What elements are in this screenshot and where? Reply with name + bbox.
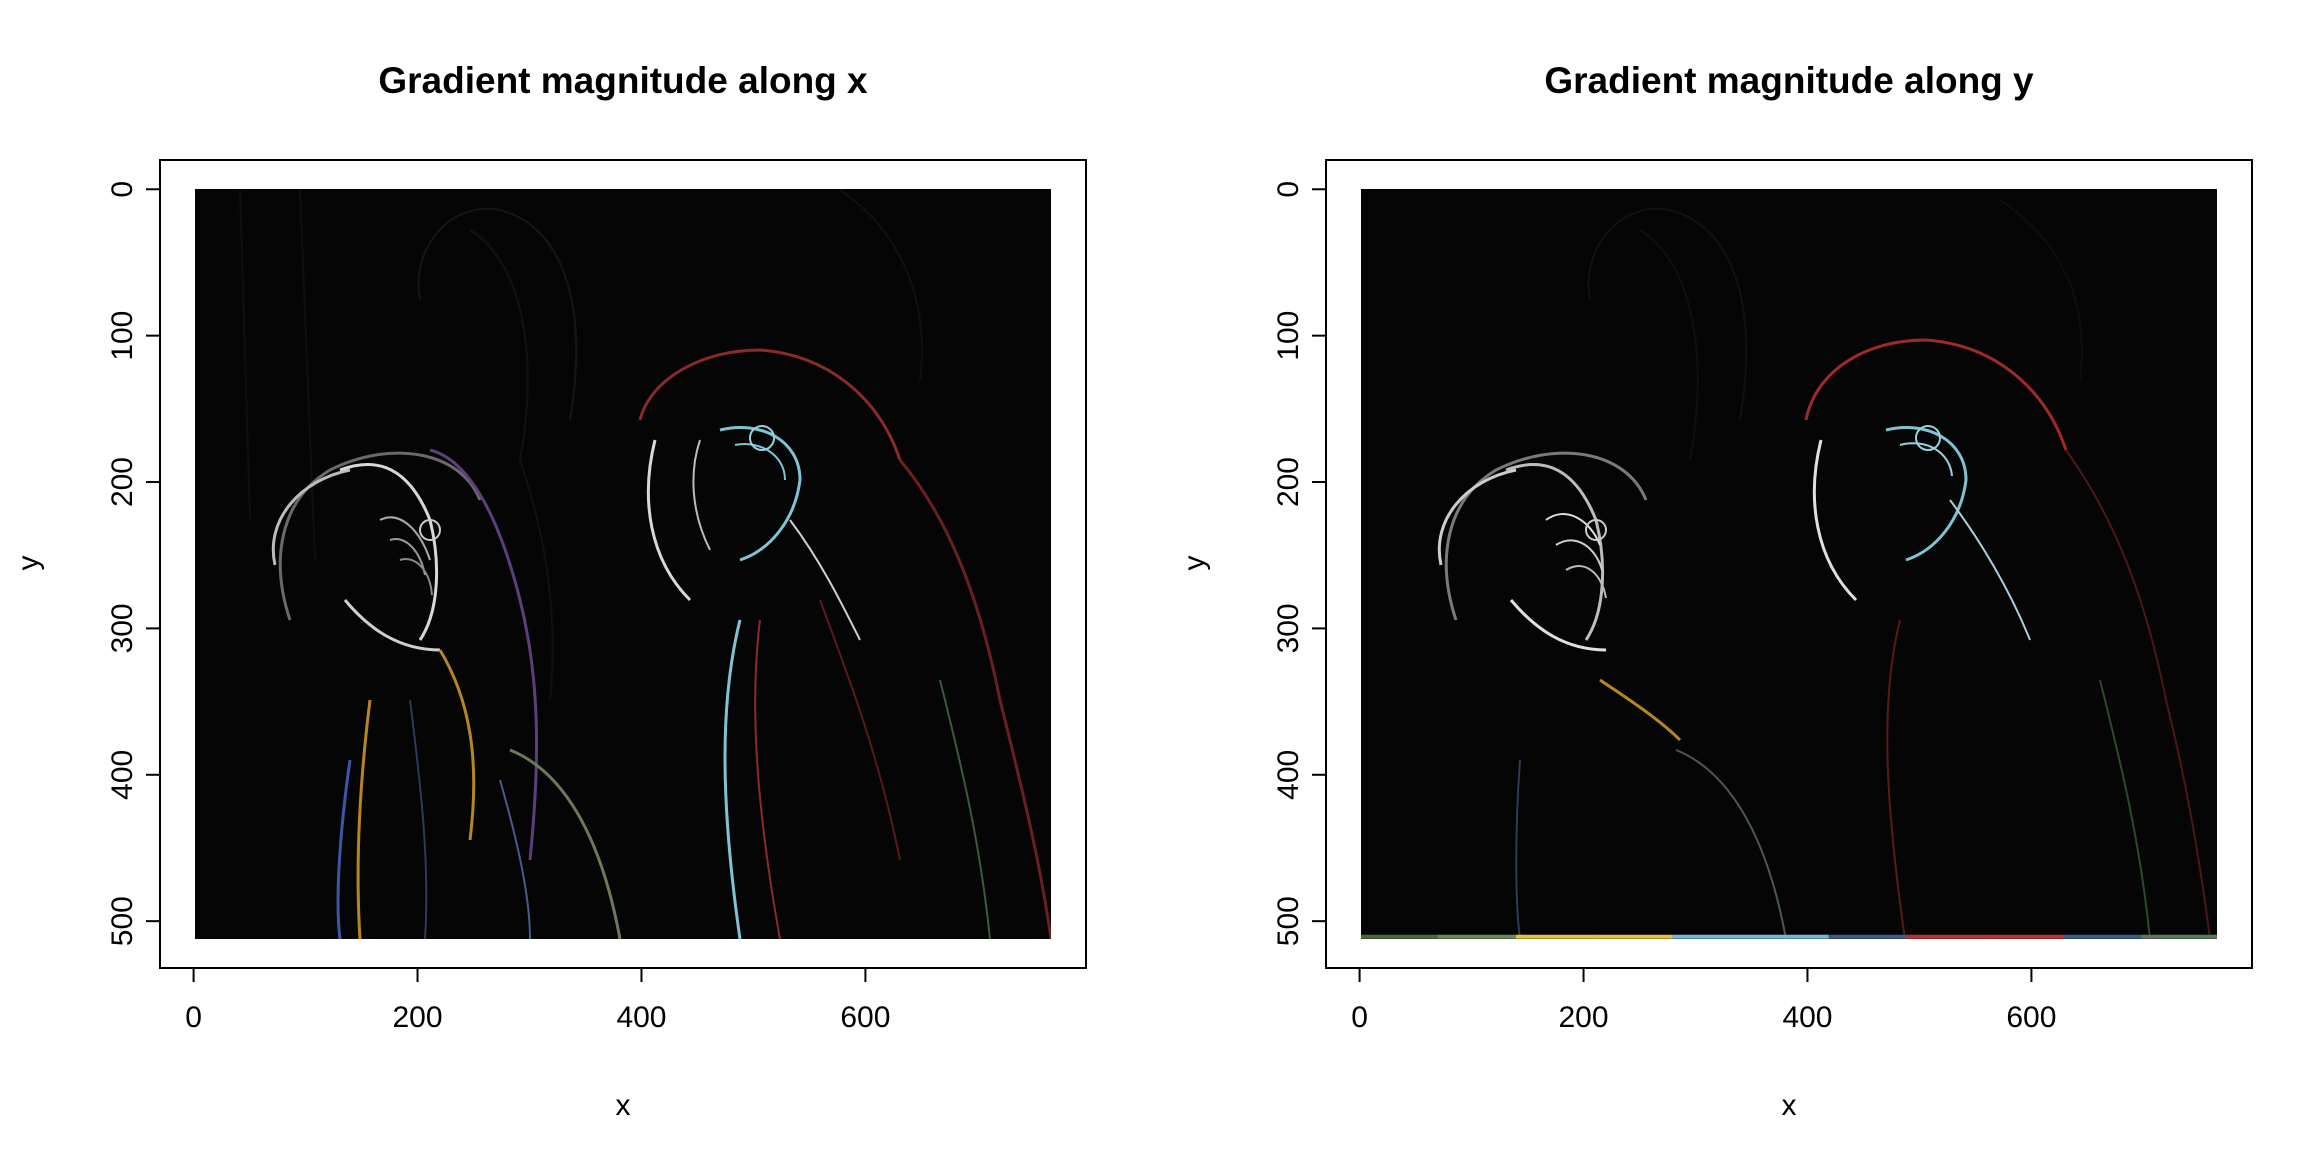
bottom-edge-segment <box>1594 934 1673 939</box>
right-parrot <box>1804 338 2211 939</box>
right-parrot <box>638 348 1051 939</box>
y-tick-label: 300 <box>106 603 139 653</box>
image-background <box>195 189 1051 939</box>
image-background <box>1361 189 2217 939</box>
y-tick-label: 200 <box>106 457 139 507</box>
y-tick-label: 300 <box>1272 603 1305 653</box>
background-leaves <box>239 189 923 701</box>
left-parrot <box>271 448 622 939</box>
bottom-edge-segment <box>2063 934 2142 939</box>
x-tick-label: 200 <box>1559 1001 1609 1034</box>
x-tick-label: 400 <box>1782 1001 1832 1034</box>
x-axis: 0 200 400 600 <box>185 967 890 1034</box>
y-tick-label: 500 <box>106 896 139 946</box>
x-tick-label: 600 <box>2006 1001 2056 1034</box>
left-parrot <box>1437 451 1787 939</box>
plot-image <box>1361 189 2217 939</box>
x-tick-label: 400 <box>616 1001 666 1034</box>
plot-title: Gradient magnitude along y <box>1544 60 2034 101</box>
y-axis: 0 100 200 300 400 500 <box>1272 181 1327 946</box>
y-axis-label: y <box>12 556 45 571</box>
x-tick-label: 600 <box>840 1001 890 1034</box>
bottom-edge-segment <box>1515 934 1595 939</box>
panel-gradient-x: Gradient magnitude along x <box>12 60 1087 1122</box>
panel-gradient-y: Gradient magnitude along y <box>1178 60 2253 1122</box>
bottom-edge-segment <box>1750 934 1830 939</box>
y-tick-label: 500 <box>1272 896 1305 946</box>
y-tick-label: 400 <box>1272 750 1305 800</box>
x-axis-label: x <box>616 1089 631 1122</box>
bottom-edge-segment <box>2141 934 2217 939</box>
bottom-edge-segment <box>1906 934 1986 939</box>
y-axis-label: y <box>1178 556 1211 571</box>
bottom-edge-strip <box>1361 934 2217 939</box>
plot-title: Gradient magnitude along x <box>378 60 868 101</box>
y-tick-label: 400 <box>106 750 139 800</box>
y-tick-label: 0 <box>1272 181 1305 198</box>
bottom-edge-segment <box>1985 934 2064 939</box>
bottom-edge-segment <box>1361 934 1439 939</box>
y-tick-label: 100 <box>1272 311 1305 361</box>
plot-image <box>195 189 1051 939</box>
bottom-edge-segment <box>1828 934 1908 939</box>
x-tick-label: 200 <box>393 1001 443 1034</box>
x-axis: 0 200 400 600 <box>1351 967 2056 1034</box>
x-tick-label: 0 <box>185 1001 202 1034</box>
background-leaves <box>1587 199 2083 461</box>
x-tick-label: 0 <box>1351 1001 1368 1034</box>
y-axis: 0 100 200 300 400 500 <box>106 181 161 946</box>
y-tick-label: 100 <box>106 311 139 361</box>
y-tick-label: 0 <box>106 181 139 198</box>
bottom-edge-segment <box>1672 934 1751 939</box>
y-tick-label: 200 <box>1272 457 1305 507</box>
x-axis-label: x <box>1782 1089 1797 1122</box>
bottom-edge-segment <box>1437 934 1517 939</box>
